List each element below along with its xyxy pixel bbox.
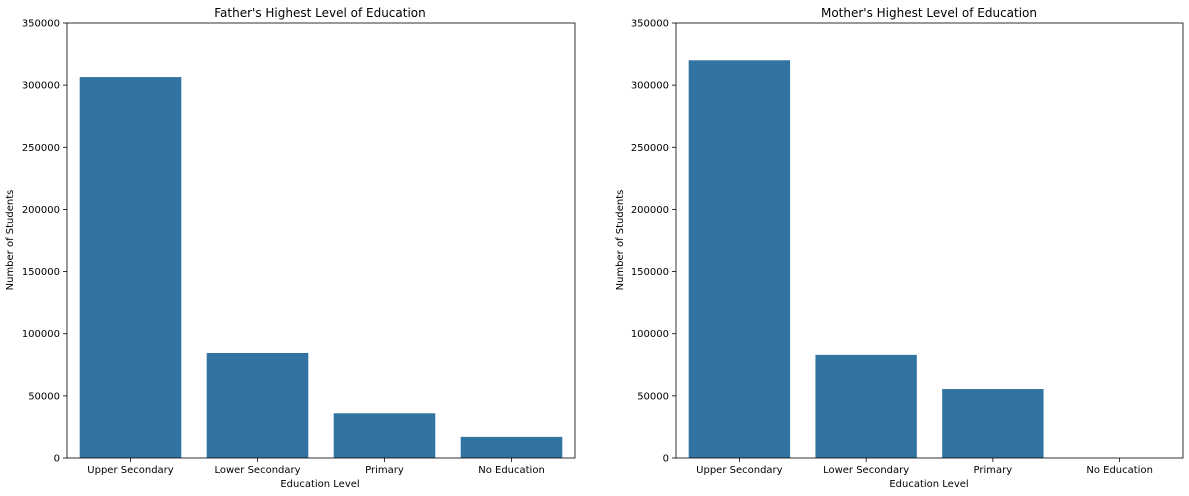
x-tick-label: Primary	[974, 465, 1013, 476]
y-tick-label: 100000	[631, 329, 669, 340]
y-tick-label: 150000	[22, 267, 60, 278]
y-axis-label: Number of Students	[615, 190, 626, 291]
x-axis-label: Education Level	[280, 479, 359, 490]
y-tick-label: 350000	[22, 19, 60, 30]
bar-no-education	[460, 436, 563, 458]
x-tick-label: Upper Secondary	[696, 465, 782, 476]
y-tick-label: 0	[54, 454, 60, 465]
y-tick-label: 250000	[631, 143, 669, 154]
bar-primary	[942, 389, 1044, 458]
plot-frame	[66, 22, 576, 459]
x-axis-label: Education Level	[889, 479, 968, 490]
x-tick-label: Primary	[365, 465, 404, 476]
x-tick-label: Upper Secondary	[87, 465, 173, 476]
x-axis-ticks: Upper Secondary Lower Secondary Primary No …	[696, 458, 1153, 476]
y-tick-label: 50000	[28, 391, 60, 402]
y-tick-label: 100000	[22, 329, 60, 340]
y-axis-ticks: 0 50000 100000 150000 200000 250000 300000 3500…	[22, 19, 67, 465]
father-education-chart: Father's Highest Level of Education 0 500…	[5, 6, 576, 490]
y-tick-label: 300000	[631, 81, 669, 92]
x-tick-label: No Education	[478, 465, 545, 476]
y-tick-label: 200000	[631, 205, 669, 216]
chart-title: Mother's Highest Level of Education	[821, 6, 1037, 20]
bar-lower-secondary	[815, 354, 917, 458]
x-tick-label: No Education	[1086, 465, 1153, 476]
y-tick-label: 50000	[637, 391, 669, 402]
y-tick-label: 150000	[631, 267, 669, 278]
y-tick-label: 250000	[22, 143, 60, 154]
y-tick-label: 0	[663, 454, 669, 465]
x-axis-ticks: Upper Secondary Lower Secondary Primary No …	[87, 458, 545, 476]
bars	[79, 77, 563, 459]
x-tick-label: Lower Secondary	[214, 465, 300, 476]
bar-lower-secondary	[206, 352, 309, 458]
y-tick-label: 300000	[22, 81, 60, 92]
chart-title: Father's Highest Level of Education	[214, 6, 426, 20]
x-tick-label: Lower Secondary	[823, 465, 909, 476]
y-tick-label: 200000	[22, 205, 60, 216]
bar-upper-secondary	[79, 77, 182, 459]
y-tick-label: 350000	[631, 19, 669, 30]
bar-primary	[333, 413, 436, 458]
mother-education-chart: Mother's Highest Level of Education 0 500…	[615, 6, 1184, 490]
plot-frame	[675, 22, 1184, 459]
bar-upper-secondary	[688, 60, 791, 459]
bars	[688, 60, 1044, 459]
y-axis-label: Number of Students	[5, 190, 16, 291]
y-axis-ticks: 0 50000 100000 150000 200000 250000 300000 3500…	[631, 19, 676, 465]
